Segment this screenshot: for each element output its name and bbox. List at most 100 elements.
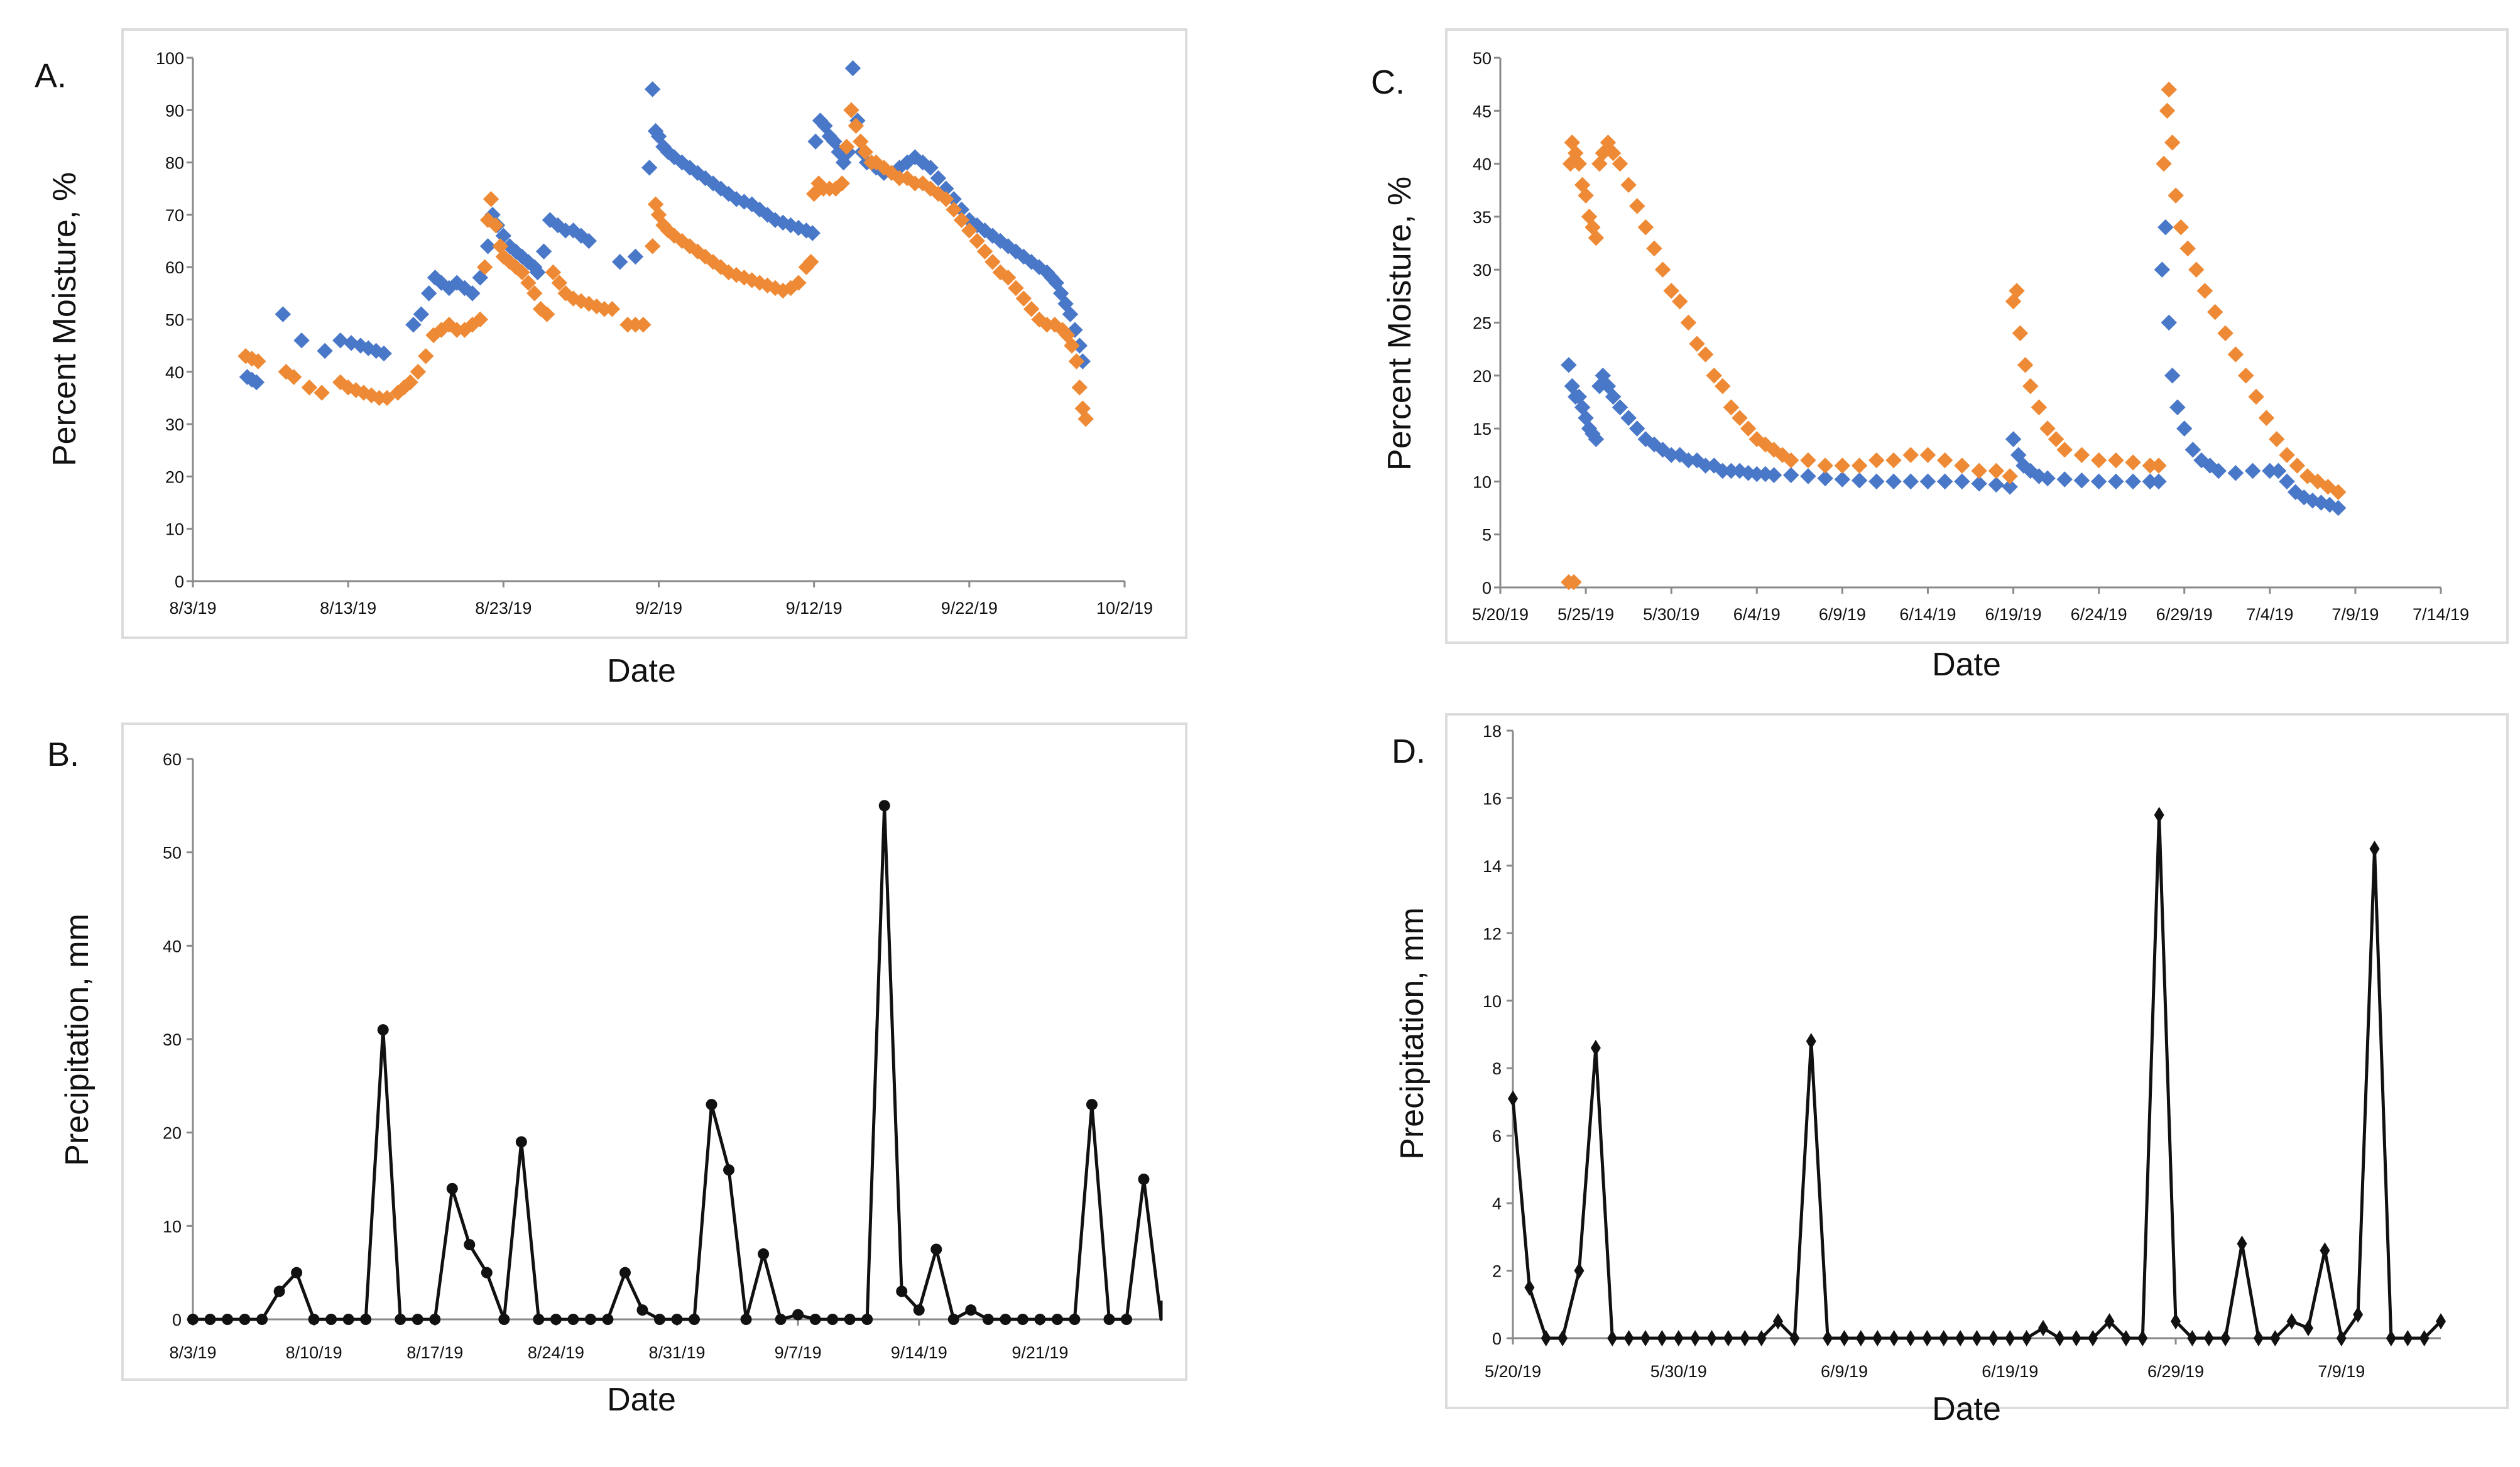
data-point	[533, 1314, 545, 1325]
y-axis-title: Precipitation, mm	[1394, 907, 1431, 1160]
data-point	[1902, 473, 1919, 490]
y-tick-label: 4	[1492, 1194, 1502, 1213]
y-tick-label: 6	[1492, 1127, 1502, 1146]
data-point	[2161, 314, 2177, 331]
data-point	[308, 1314, 320, 1325]
y-tick-label: 5	[1482, 526, 1492, 545]
data-point	[2088, 1330, 2098, 1346]
data-point	[644, 81, 661, 97]
data-point	[256, 1314, 268, 1325]
data-point	[2056, 471, 2073, 488]
data-point	[878, 800, 890, 812]
data-point	[1000, 1314, 1012, 1325]
y-axis-title: Percent Moisture, %	[1382, 177, 1418, 471]
data-point	[1623, 1330, 1634, 1346]
data-point	[1885, 452, 1902, 469]
data-point	[1557, 1330, 1568, 1346]
y-tick-label: 40	[163, 937, 182, 956]
chart-1: 0 10 20 30 40 50 60 8/3/19 8/10/19 8/17/19 8/24/19…	[59, 750, 1163, 1418]
data-point	[2279, 447, 2295, 463]
data-point	[1817, 457, 1833, 474]
data-point	[410, 364, 427, 380]
data-point	[481, 1267, 493, 1279]
data-point	[550, 1314, 562, 1325]
data-point	[2154, 807, 2164, 824]
x-tick-label: 9/22/19	[941, 599, 998, 618]
y-tick-label: 10	[1483, 992, 1502, 1011]
y-tick-label: 90	[165, 101, 184, 120]
x-tick-label: 5/30/19	[1650, 1362, 1707, 1381]
data-point	[2031, 399, 2048, 416]
data-point	[1868, 473, 1885, 490]
data-point	[413, 306, 430, 322]
data-point	[342, 1314, 354, 1325]
data-point	[636, 1304, 648, 1316]
x-tick-label: 6/24/19	[2071, 605, 2127, 624]
data-point	[2353, 1306, 2364, 1323]
x-tick-label: 7/9/19	[2318, 1362, 2365, 1381]
data-point	[479, 238, 496, 254]
data-point	[1574, 1262, 1585, 1279]
data-point	[2289, 457, 2306, 474]
y-tick-label: 20	[163, 1124, 182, 1143]
data-point	[1954, 473, 1970, 490]
data-point	[2188, 261, 2205, 278]
data-point	[2244, 462, 2261, 479]
data-point	[2021, 1330, 2032, 1346]
data-point	[2005, 431, 2022, 447]
x-tick-label: 6/9/19	[1819, 605, 1866, 624]
data-point	[982, 1314, 994, 1325]
y-tick-label: 15	[1473, 420, 1492, 439]
data-point	[809, 1314, 821, 1325]
data-point	[1955, 1330, 1966, 1346]
data-point	[2104, 1313, 2115, 1330]
data-point	[2017, 357, 2034, 373]
x-tick-label: 10/2/19	[1096, 599, 1153, 618]
data-point	[2125, 473, 2141, 490]
data-point	[2154, 261, 2171, 278]
data-point	[2002, 468, 2018, 484]
data-point	[1919, 447, 1936, 463]
data-point	[429, 1314, 441, 1325]
x-tick-label: 6/4/19	[1733, 605, 1781, 624]
data-point	[1740, 1330, 1750, 1346]
data-point	[619, 1267, 631, 1279]
data-point	[2286, 1313, 2297, 1330]
data-point	[611, 254, 628, 270]
data-point	[2073, 447, 2090, 463]
data-point	[689, 1314, 701, 1325]
y-tick-label: 50	[163, 844, 182, 863]
data-point	[2227, 346, 2244, 363]
data-point	[515, 1136, 527, 1148]
data-point	[360, 1314, 372, 1325]
data-point	[412, 1314, 423, 1325]
data-point	[2173, 219, 2190, 236]
data-point	[2187, 1330, 2198, 1346]
x-tick-label: 8/31/19	[648, 1343, 705, 1362]
data-point	[1690, 1330, 1701, 1346]
data-point	[1640, 1330, 1650, 1346]
data-point	[529, 264, 546, 281]
y-tick-label: 35	[1473, 208, 1492, 227]
data-point	[395, 1314, 406, 1325]
y-tick-label: 0	[1492, 1329, 1502, 1348]
data-point	[2169, 399, 2186, 416]
data-point	[2168, 187, 2184, 204]
data-point	[545, 264, 562, 281]
y-tick-label: 0	[175, 572, 184, 591]
data-point	[644, 238, 661, 254]
data-point	[1034, 1314, 1046, 1325]
x-tick-label: 8/23/19	[475, 599, 532, 618]
data-point	[844, 1314, 856, 1325]
data-point	[1954, 457, 1970, 474]
data-point	[706, 1099, 717, 1111]
x-tick-label: 7/14/19	[2413, 605, 2469, 624]
data-point	[1561, 357, 1577, 373]
data-point	[2270, 1330, 2281, 1346]
x-tick-label: 8/17/19	[406, 1343, 463, 1362]
x-tick-label: 8/10/19	[286, 1343, 342, 1362]
data-point	[2151, 473, 2167, 490]
data-point	[602, 1314, 614, 1325]
x-tick-label: 9/14/19	[891, 1343, 947, 1362]
y-tick-label: 80	[165, 154, 184, 173]
